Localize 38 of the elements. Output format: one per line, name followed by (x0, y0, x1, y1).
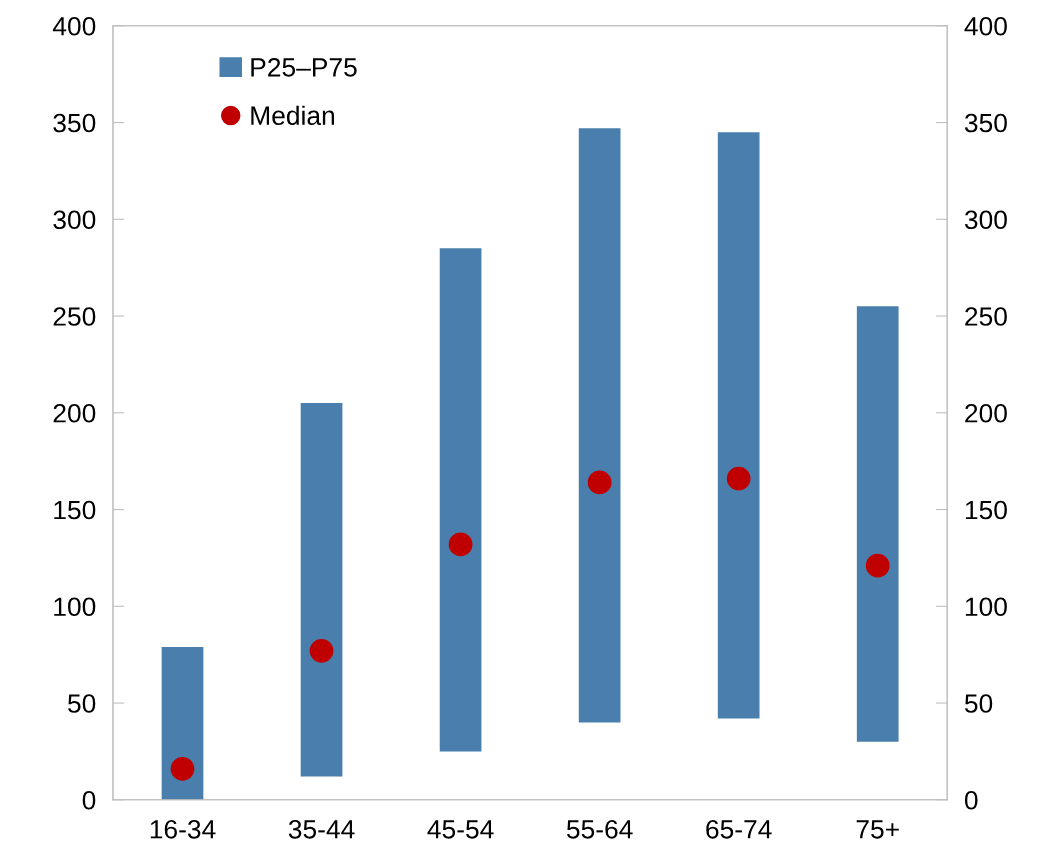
y2-tick-label: 350 (964, 113, 1007, 133)
bar (300, 403, 343, 777)
y-tick-label: 250 (53, 307, 96, 326)
bar (717, 132, 760, 719)
x-tick-label: 75+ (856, 820, 899, 839)
y-tick-label: 350 (53, 113, 96, 133)
legend-label: Median (251, 105, 335, 126)
legend-label: P25–P75 (251, 57, 357, 77)
point (587, 470, 612, 495)
y-tick-label: 50 (68, 694, 96, 713)
point (865, 553, 890, 578)
point (170, 756, 195, 781)
y-tick-label: 400 (52, 16, 96, 36)
y-tick-label: 0 (82, 790, 96, 810)
bar (578, 128, 621, 723)
bar (856, 306, 899, 742)
y2-tick-label: 150 (965, 500, 1007, 520)
y-tick-label: 300 (53, 210, 96, 230)
point (309, 638, 334, 663)
x-tick-label: 65-74 (706, 819, 772, 839)
x-tick-label: 16-34 (150, 819, 216, 839)
y-tick-label: 150 (54, 500, 96, 520)
y2-tick-label: 0 (964, 790, 978, 810)
y2-tick-label: 100 (965, 597, 1007, 617)
point (448, 532, 473, 557)
y2-tick-label: 250 (965, 307, 1007, 326)
x-tick-label: 55-64 (566, 819, 633, 839)
bar (161, 646, 204, 800)
x-tick-label: 45-54 (427, 820, 494, 839)
bar (439, 248, 482, 752)
y2-tick-label: 50 (964, 694, 993, 713)
y-tick-label: 200 (53, 403, 96, 423)
y2-tick-label: 400 (964, 16, 1007, 36)
x-tick-label: 35-44 (288, 819, 355, 839)
y-tick-label: 100 (54, 597, 96, 617)
y2-tick-label: 200 (965, 403, 1007, 423)
point (726, 466, 751, 491)
y2-tick-label: 300 (964, 210, 1007, 230)
